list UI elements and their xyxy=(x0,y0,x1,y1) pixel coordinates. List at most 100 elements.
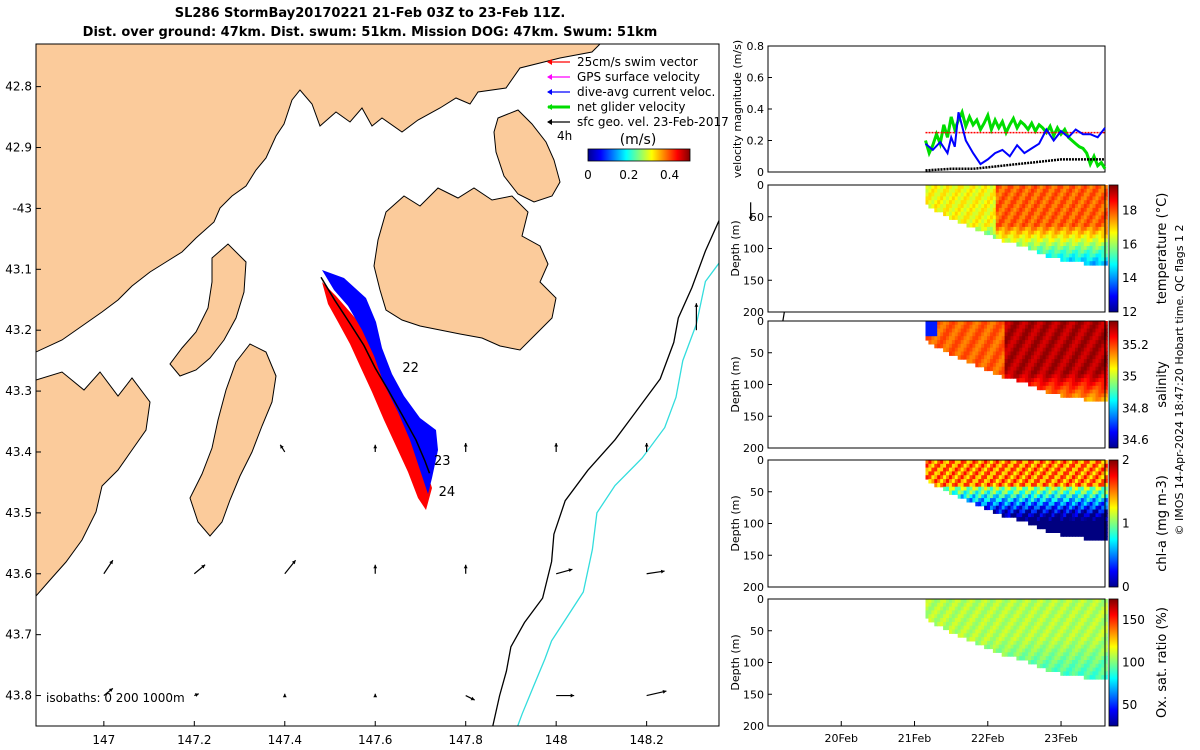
section-cell xyxy=(949,207,953,213)
section-cell xyxy=(1039,343,1044,349)
section-cell xyxy=(1095,351,1099,356)
section-cell xyxy=(954,351,959,356)
section-cell xyxy=(972,610,976,615)
section-cell xyxy=(1054,211,1058,217)
section-cell xyxy=(1066,257,1070,262)
section-cell xyxy=(984,230,988,236)
section-cell xyxy=(1072,475,1076,480)
geo-velocity-arrow xyxy=(194,693,200,697)
section-cell xyxy=(1101,246,1105,251)
section-cell xyxy=(984,226,988,232)
section-cell xyxy=(1075,378,1079,383)
section-cell xyxy=(1089,219,1094,224)
section-cell xyxy=(1042,471,1047,476)
section-cell xyxy=(969,336,973,341)
section-cell xyxy=(990,207,994,213)
section-cell xyxy=(957,219,962,224)
section-cell xyxy=(1072,599,1076,604)
section-cell xyxy=(1001,606,1006,611)
section-cell xyxy=(1083,257,1088,262)
section-cell xyxy=(1045,513,1050,518)
section-cell xyxy=(981,332,985,337)
section-cell xyxy=(1057,482,1061,488)
section-cell xyxy=(1028,362,1032,368)
section-cell xyxy=(1063,648,1067,653)
section-cell xyxy=(1063,671,1067,676)
section-cell xyxy=(1048,471,1053,476)
section-cell xyxy=(1089,226,1094,232)
section-cell xyxy=(984,219,988,224)
section-cell xyxy=(987,618,991,623)
section-cell xyxy=(1028,513,1032,518)
section-cell xyxy=(1072,389,1076,394)
section-cell xyxy=(943,467,947,472)
section-cell xyxy=(990,188,994,194)
section-cell xyxy=(931,614,935,619)
section-cell xyxy=(1045,249,1050,255)
section-cell xyxy=(928,200,932,205)
section-cell xyxy=(984,486,988,492)
section-cell xyxy=(1092,336,1096,341)
section-cell xyxy=(1101,223,1105,228)
section-cell xyxy=(1066,621,1070,627)
section-cell xyxy=(1007,501,1012,507)
section-cell xyxy=(1036,249,1041,255)
section-cell xyxy=(992,321,997,326)
section-cell xyxy=(1033,460,1038,465)
section-cell xyxy=(1057,219,1061,224)
section-cell xyxy=(998,226,1003,232)
section-cell xyxy=(1069,238,1073,243)
section-cell xyxy=(1042,517,1047,522)
section-cell xyxy=(1042,378,1047,383)
section-cell xyxy=(1098,226,1102,232)
section-cell xyxy=(960,200,965,205)
section-cell xyxy=(1042,370,1047,375)
section-cell xyxy=(969,633,973,638)
section-cell xyxy=(998,625,1003,631)
section-cell xyxy=(960,343,965,349)
section-cell xyxy=(1039,359,1044,364)
section-cell xyxy=(1022,242,1026,247)
section-cell xyxy=(1025,242,1029,247)
section-cell xyxy=(1042,359,1047,364)
section-cell xyxy=(957,192,962,197)
depth-tick-label: 200 xyxy=(743,720,764,733)
section-cell xyxy=(972,359,976,364)
section-cell xyxy=(957,200,962,205)
section-cell xyxy=(951,192,956,197)
section-cell xyxy=(1080,498,1085,503)
section-cell xyxy=(1033,200,1038,205)
section-cell xyxy=(1033,614,1038,619)
section-cell xyxy=(937,196,941,201)
section-cell xyxy=(1013,498,1017,503)
section-cell xyxy=(951,618,956,623)
section-cell xyxy=(1004,355,1009,360)
section-cell xyxy=(1016,610,1020,615)
section-cell xyxy=(1092,521,1096,526)
section-cell xyxy=(1101,621,1105,627)
section-cell xyxy=(1098,513,1102,518)
section-cell xyxy=(1069,196,1073,201)
section-cell xyxy=(1031,621,1035,627)
section-cell xyxy=(1031,355,1035,360)
section-cell xyxy=(1042,633,1047,638)
section-cell xyxy=(1045,660,1050,665)
section-cell xyxy=(1086,223,1091,228)
section-cell xyxy=(1057,253,1061,258)
section-cell xyxy=(1095,490,1099,495)
section-cell xyxy=(940,321,944,326)
section-cell xyxy=(1048,192,1053,197)
section-cell xyxy=(1048,359,1053,364)
section-cell xyxy=(1013,640,1017,646)
section-cell xyxy=(1054,513,1058,518)
section-cell xyxy=(966,340,970,345)
section-cell xyxy=(981,602,985,608)
section-cell xyxy=(1039,494,1044,499)
section-cell xyxy=(1086,359,1091,364)
section-cell xyxy=(1048,324,1053,330)
section-cell xyxy=(1077,505,1082,511)
section-cell xyxy=(1060,196,1064,201)
section-cell xyxy=(1104,532,1108,537)
section-cell xyxy=(969,610,973,615)
section-cell xyxy=(943,471,947,476)
